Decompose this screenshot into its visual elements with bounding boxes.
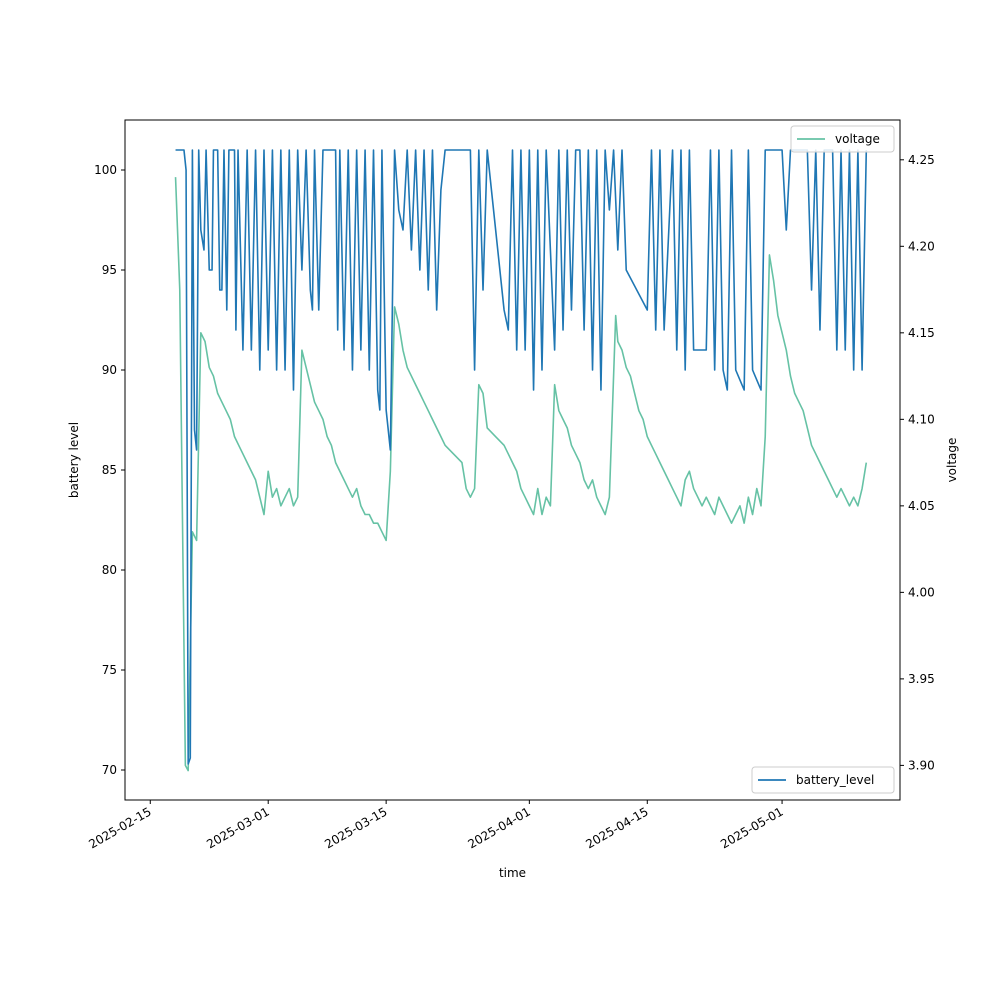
y-axis-right-label: voltage: [945, 438, 959, 483]
y-axis-left-label: battery level: [67, 422, 81, 498]
series-line-battery-level: [175, 149, 868, 765]
legend-voltage: voltage: [790, 125, 895, 153]
y-right-tick-label: 4.15: [908, 326, 935, 340]
legends: voltage battery_level: [751, 125, 895, 794]
legend-battery-level: battery_level: [751, 766, 895, 794]
y-right-tick-label: 4.00: [908, 585, 935, 599]
legend-box: [751, 766, 895, 794]
y-left-tick-label: 100: [94, 163, 117, 177]
y-right-tick-label: 4.20: [908, 239, 935, 253]
y-left-tick-label: 80: [102, 563, 117, 577]
series-line-voltage: [174, 177, 868, 772]
y-right-tick-label: 3.90: [908, 758, 935, 772]
legend-box: [790, 125, 895, 153]
y-right-tick-label: 4.10: [908, 412, 935, 426]
y-right-tick-label: 4.25: [908, 153, 935, 167]
x-axis-label: time: [499, 866, 526, 880]
legend-label: battery_level: [796, 773, 874, 787]
plot-area: [174, 149, 868, 772]
y-left-tick-label: 75: [102, 663, 117, 677]
y-right-tick-label: 4.05: [908, 499, 935, 513]
y-left-tick-label: 85: [102, 463, 117, 477]
axes-frame: [124, 119, 901, 801]
legend-label: voltage: [835, 132, 880, 146]
y-left-tick-label: 90: [102, 363, 117, 377]
y-left-tick-label: 70: [102, 763, 117, 777]
y-right-tick-label: 3.95: [908, 672, 935, 686]
y-left-tick-label: 95: [102, 263, 117, 277]
